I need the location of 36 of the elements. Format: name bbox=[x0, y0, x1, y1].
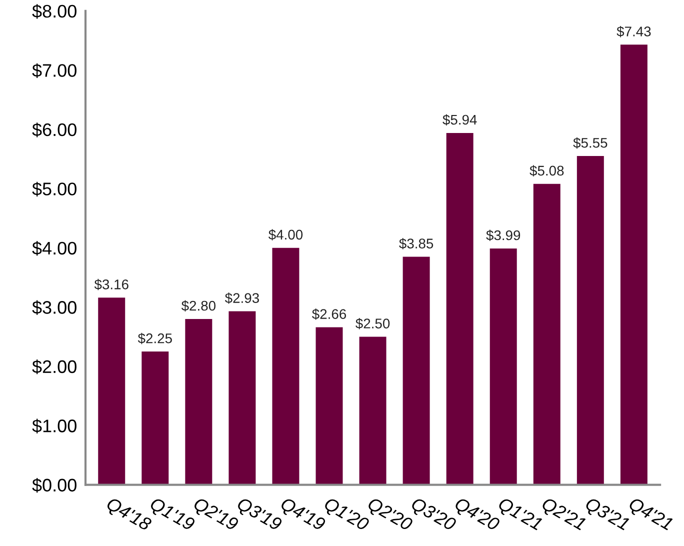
y-tick-label: $1.00 bbox=[32, 418, 76, 434]
bar bbox=[142, 352, 169, 485]
bar bbox=[533, 184, 560, 485]
bar bbox=[446, 132, 474, 485]
y-tick-label: $6.00 bbox=[32, 122, 76, 138]
bar bbox=[576, 156, 604, 485]
data-label: $5.08 bbox=[530, 165, 564, 176]
data-label: $2.66 bbox=[312, 308, 346, 320]
bar bbox=[185, 318, 212, 485]
data-label: $3.85 bbox=[399, 238, 434, 250]
data-label: $2.50 bbox=[356, 318, 390, 330]
x-tick-label: Q4'18 bbox=[104, 496, 153, 534]
y-tick-label: $5.00 bbox=[32, 182, 76, 196]
bar bbox=[228, 311, 256, 485]
data-label: $2.80 bbox=[181, 300, 216, 312]
data-label: $2.93 bbox=[224, 292, 259, 304]
y-tick-label: $2.00 bbox=[32, 360, 76, 374]
y-tick-label: $4.00 bbox=[32, 241, 76, 256]
data-label: $4.00 bbox=[268, 229, 303, 240]
bar bbox=[316, 327, 343, 485]
y-tick-label: $8.00 bbox=[32, 4, 76, 19]
y-tick-label: $0.00 bbox=[32, 478, 76, 493]
data-label: $7.43 bbox=[616, 26, 651, 38]
y-tick-label: $7.00 bbox=[32, 63, 76, 78]
data-label: $5.55 bbox=[573, 137, 608, 149]
bar bbox=[98, 298, 126, 485]
data-label: $3.99 bbox=[486, 230, 520, 241]
bar bbox=[272, 248, 300, 485]
data-label: $2.25 bbox=[138, 332, 172, 344]
data-label: $3.16 bbox=[94, 278, 128, 290]
bar bbox=[490, 248, 517, 485]
bar bbox=[620, 44, 648, 485]
bar bbox=[402, 256, 430, 485]
y-tick-label: $3.00 bbox=[32, 300, 76, 315]
data-label: $5.94 bbox=[442, 114, 477, 126]
bar bbox=[359, 336, 386, 485]
